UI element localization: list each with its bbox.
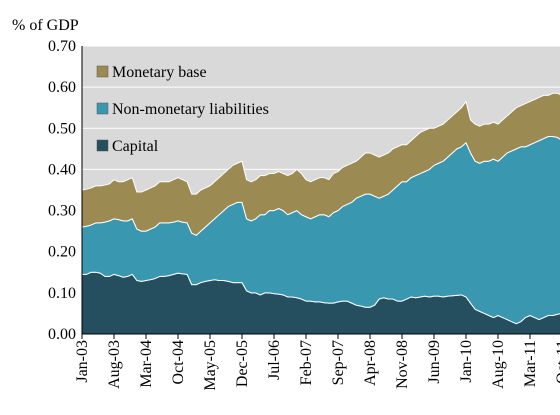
x-tick-label: Jan-03 <box>74 340 91 383</box>
x-tick-label: Feb-07 <box>298 340 315 385</box>
y-tick-label: 0.30 <box>48 203 76 220</box>
legend-label: Non-monetary liabilities <box>112 101 269 118</box>
y-tick-label: 0.60 <box>48 79 76 96</box>
x-tick-label: Nov-08 <box>394 340 411 389</box>
x-tick-label: Jun-09 <box>426 340 443 384</box>
legend-swatch <box>96 139 109 152</box>
y-tick-label: 0.50 <box>48 120 76 137</box>
x-tick-label: Dec-05 <box>234 340 251 387</box>
x-tick-label: Mar-04 <box>138 340 155 388</box>
x-tick-label: Sep-07 <box>330 340 347 385</box>
y-tick-label: 0.10 <box>48 285 76 302</box>
y-axis-title: % of GDP <box>12 17 79 34</box>
y-tick-label: 0.00 <box>48 326 76 343</box>
legend-label: Monetary base <box>112 64 207 81</box>
x-tick-label: Aug-10 <box>490 340 507 389</box>
x-tick-label: May-05 <box>202 340 219 391</box>
x-tick-label: Jul-06 <box>266 340 283 380</box>
area <box>81 92 560 236</box>
y-tick-label: 0.40 <box>48 161 76 178</box>
legend-swatch <box>96 65 109 78</box>
x-tick-label: Jan-10 <box>458 340 475 383</box>
x-tick-label: Oct-04 <box>170 340 187 384</box>
legend-swatch <box>96 102 109 115</box>
x-tick-label: Mar-11 <box>522 340 539 387</box>
x-tick-label: Aug-03 <box>106 340 123 389</box>
x-tick-label: Apr-08 <box>362 340 379 386</box>
y-tick-label: 0.70 <box>48 38 76 55</box>
y-tick-label: 0.20 <box>48 244 76 261</box>
legend-label: Capital <box>112 138 159 155</box>
x-tick-label: Oct-11 <box>554 340 560 384</box>
